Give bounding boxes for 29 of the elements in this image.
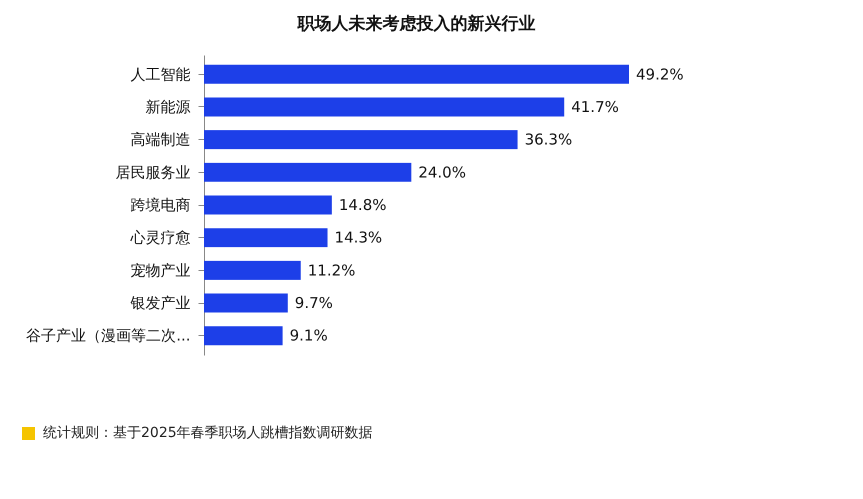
bar bbox=[204, 196, 332, 214]
bar bbox=[204, 260, 301, 280]
y-tick-label: 谷子产业（漫画等二次... bbox=[26, 326, 190, 345]
y-tick-label: 宠物产业 bbox=[130, 261, 190, 280]
data-label: 36.3% bbox=[524, 130, 572, 149]
chart-title: 职场人未来考虑投入的新兴行业 bbox=[296, 14, 536, 34]
data-label: 24.0% bbox=[418, 163, 466, 182]
data-label: 14.3% bbox=[334, 228, 382, 247]
y-tick-label: 高端制造 bbox=[130, 130, 190, 149]
bar bbox=[204, 228, 328, 248]
data-label: 9.1% bbox=[290, 326, 328, 345]
bar bbox=[204, 97, 564, 116]
data-label: 14.8% bbox=[338, 196, 386, 214]
bar bbox=[204, 130, 518, 150]
y-tick-label: 新能源 bbox=[146, 98, 190, 116]
bar bbox=[204, 326, 283, 346]
bar bbox=[204, 64, 629, 84]
data-label: 11.2% bbox=[308, 261, 356, 280]
bar bbox=[204, 294, 288, 313]
y-tick-label: 跨境电商 bbox=[130, 196, 190, 214]
y-tick-label: 居民服务业 bbox=[116, 163, 190, 182]
y-tick-label: 银发产业 bbox=[130, 294, 190, 312]
text: 统计规则：基于2025年春季职场人跳槽指数调研数据 bbox=[43, 424, 373, 442]
bar bbox=[204, 162, 412, 182]
data-label: 49.2% bbox=[636, 65, 684, 84]
y-tick-label: 人工智能 bbox=[130, 65, 190, 84]
data-label: 41.7% bbox=[571, 98, 619, 116]
data-label: 9.7% bbox=[294, 294, 333, 312]
y-tick-label: 心灵疗愈 bbox=[130, 228, 190, 247]
